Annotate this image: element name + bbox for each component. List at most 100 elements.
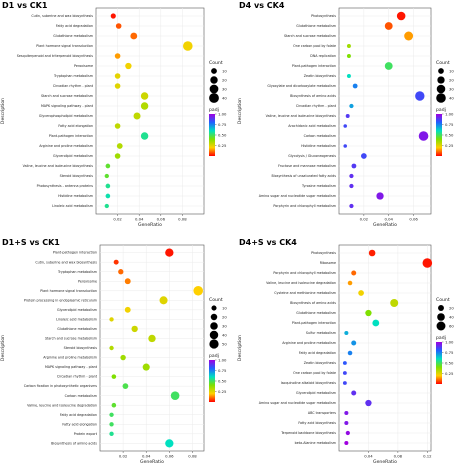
data-point	[344, 330, 349, 336]
data-point	[344, 420, 349, 426]
data-point	[148, 334, 156, 343]
data-point	[342, 361, 347, 365]
color-legend-label: 0.75	[218, 368, 227, 373]
data-point	[140, 132, 149, 140]
color-legend-label: 1.00	[218, 357, 227, 362]
term-label: Plant hormone signal transduction	[36, 44, 93, 48]
term-label: Circadian rhythm - plant	[53, 84, 94, 88]
term-label: Starch and sucrose metabolism	[41, 94, 93, 98]
data-point	[140, 102, 149, 110]
panel-4: D4+S vs CK4 beta-Alanine metabolism Terpen…	[237, 238, 454, 465]
plot-area	[338, 244, 432, 452]
term-label: Fatty acid elongation	[58, 124, 93, 128]
size-legend-dot	[436, 93, 446, 103]
data-point	[349, 173, 354, 179]
x-tick-label: 0.06	[165, 454, 174, 459]
term-label: Cutin, suberine and wax biosynthesis	[35, 260, 97, 264]
term-label: Valine, leucine and isoleucine degradati…	[27, 403, 97, 407]
data-point	[346, 74, 351, 78]
data-point	[345, 114, 350, 118]
term-label: Cutin, suberine and wax biosynthesis	[31, 14, 93, 18]
term-label: ABC transporters	[308, 411, 336, 415]
term-label: Terpenoid backbone biosynthesis	[280, 431, 336, 435]
panel-2: D4 vs CK4 Porphyrin and chlorophyll metab…	[237, 1, 454, 228]
x-tick-label: 0.08	[178, 217, 187, 222]
data-point	[142, 363, 150, 371]
term-label: Arginine and proline metabolism	[39, 144, 93, 148]
x-tick-label: 0.04	[384, 217, 393, 222]
x-axis-title: GeneRatio	[140, 459, 164, 465]
size-legend-label: 20	[222, 314, 227, 319]
term-label: Biosynthesis of amino acids	[290, 301, 336, 305]
data-point	[349, 103, 354, 109]
y-axis-title: Description	[237, 98, 243, 124]
panel-1: D1 vs CK1 Linoleic acid metabolism Histidi…	[0, 1, 227, 228]
size-legend-dot	[210, 313, 218, 321]
term-label: Fatty acid elongation	[62, 422, 97, 426]
term-label: Protein processing in endoplasmic reticu…	[24, 298, 97, 302]
data-point	[104, 203, 109, 209]
color-legend-label: 0.50	[218, 132, 227, 137]
data-point	[342, 381, 347, 385]
panel-title: D4+S vs CK4	[239, 238, 297, 247]
data-point	[105, 193, 111, 199]
data-point	[365, 309, 372, 317]
term-label: Protein export	[74, 432, 98, 436]
term-label: Amino sugar and nucleotide sugar metabol…	[259, 194, 336, 198]
size-legend-label: 10	[222, 68, 227, 73]
padj-colorbar	[209, 114, 215, 156]
term-label: Peroxisome	[74, 64, 93, 68]
size-legend-dot	[210, 76, 218, 84]
size-legend-label: 50	[222, 341, 227, 346]
data-point	[140, 92, 149, 100]
size-legend-label: 20	[222, 77, 227, 82]
term-label: Amino sugar and nucleotide sugar metabol…	[259, 401, 336, 405]
term-label: Porphyrin and chlorophyll metabolism	[273, 204, 336, 208]
term-label: Isoquinoline alkaloid biosynthesis	[281, 381, 337, 385]
data-point	[114, 73, 121, 79]
data-point	[120, 354, 126, 361]
size-legend-dot	[209, 84, 219, 94]
term-label: Biosynthesis of amino acids	[290, 94, 336, 98]
term-label: Histidine metabolism	[58, 194, 93, 198]
data-point	[390, 299, 399, 307]
term-label: Tryptophan metabolism	[57, 270, 97, 274]
size-legend-title: Count	[209, 60, 223, 66]
data-point	[193, 285, 204, 296]
term-label: Histidine metabolism	[301, 144, 336, 148]
x-axis-title: GeneRatio	[373, 222, 397, 228]
data-point	[114, 53, 121, 59]
data-point	[118, 269, 124, 275]
data-point	[159, 296, 168, 305]
color-legend-title: padj	[209, 353, 219, 359]
data-point	[351, 390, 357, 396]
term-label: DNA replication	[310, 54, 336, 58]
data-point	[351, 270, 357, 276]
size-legend-label: 30	[222, 323, 227, 328]
data-point	[346, 44, 351, 48]
size-legend-label: 30	[222, 86, 227, 91]
x-tick-label: 0.08	[394, 454, 403, 459]
color-legend-label: 0.25	[218, 389, 227, 394]
term-label: Biosynthesis of unsaturated fatty acids	[272, 174, 337, 178]
term-label: Plant-pathogen interaction	[49, 134, 93, 138]
size-legend-title: Count	[436, 60, 450, 66]
data-point	[344, 410, 349, 416]
term-label: Photosynthesis - antenna proteins	[37, 184, 94, 188]
term-label: Plant-pathogen interaction	[292, 64, 336, 68]
x-tick-label: 0.12	[423, 454, 432, 459]
plot-area	[338, 7, 432, 215]
term-label: Starch and sucrose metabolism	[284, 34, 336, 38]
data-point	[109, 431, 114, 437]
data-point	[351, 340, 357, 346]
term-label: One carbon pool by folate	[293, 371, 336, 375]
color-legend-label: 1.00	[218, 111, 227, 116]
term-label: Plant hormone signal transduction	[40, 289, 97, 293]
color-legend-label: 0.25	[445, 371, 454, 376]
color-legend-label: 0.25	[218, 143, 227, 148]
data-point	[183, 41, 193, 51]
size-legend-dot	[209, 93, 219, 103]
term-label: One carbon pool by folate	[293, 44, 336, 48]
data-point	[165, 248, 174, 257]
